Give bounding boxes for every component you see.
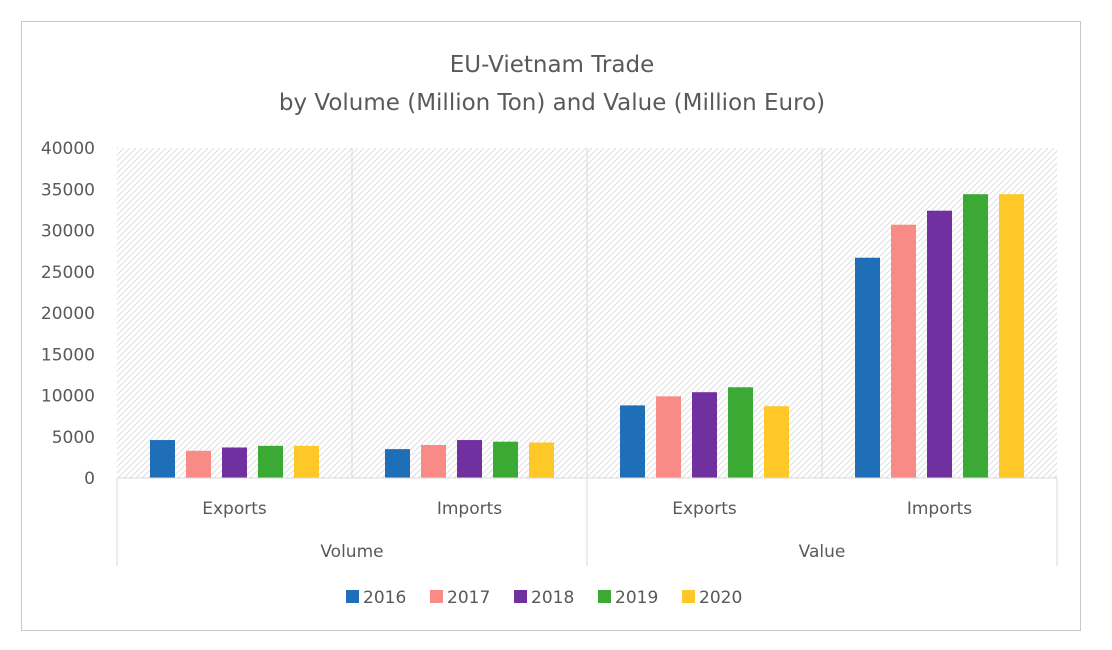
bar-2018-exports-0 [222, 447, 247, 478]
bar-2017-exports-0 [186, 450, 211, 478]
y-tick-label: 35000 [41, 180, 95, 200]
legend-swatch-2019 [598, 590, 611, 603]
chart-title-line-1: EU-Vietnam Trade [450, 52, 654, 78]
x-group-label: Value [799, 542, 846, 562]
legend-swatch-2017 [430, 590, 443, 603]
bar-2020-exports-2 [764, 406, 789, 478]
legend-swatch-2016 [346, 590, 359, 603]
legend-label: 2019 [615, 588, 658, 608]
bar-2017-imports-1 [421, 445, 446, 478]
chart-svg: EU-Vietnam Trade by Volume (Million Ton)… [41, 52, 1058, 608]
bar-2020-imports-3 [999, 194, 1024, 478]
legend-swatch-2020 [682, 590, 695, 603]
bar-2019-imports-3 [963, 194, 988, 478]
y-tick-label: 25000 [41, 263, 95, 283]
bar-2016-imports-1 [385, 449, 410, 478]
y-tick-label: 5000 [52, 428, 95, 448]
legend: 2016 2017 2018 2019 2020 [346, 588, 742, 608]
y-tick-label: 20000 [41, 304, 95, 324]
y-tick-label: 10000 [41, 387, 95, 407]
y-tick-label: 30000 [41, 222, 95, 242]
chart-title-line-2: by Volume (Million Ton) and Value (Milli… [279, 90, 825, 116]
bar-2016-exports-2 [620, 405, 645, 478]
bar-2020-exports-0 [294, 445, 319, 478]
legend-label: 2016 [363, 588, 406, 608]
bar-2019-exports-0 [258, 445, 283, 478]
x-axis: Exports Imports Exports Imports Volume Value [116, 477, 1058, 566]
legend-swatch-2018 [514, 590, 527, 603]
bar-2019-imports-1 [493, 441, 518, 478]
bar-2016-exports-0 [150, 440, 175, 478]
bar-2019-exports-2 [728, 387, 753, 478]
bar-series [150, 194, 1024, 478]
bar-2017-imports-3 [891, 224, 916, 478]
x-category-label: Exports [672, 499, 737, 519]
legend-label: 2017 [447, 588, 490, 608]
legend-label: 2018 [531, 588, 574, 608]
category-separators [351, 148, 823, 478]
chart-frame: EU-Vietnam Trade by Volume (Million Ton)… [21, 21, 1081, 631]
x-group-label: Volume [320, 542, 383, 562]
y-tick-label: 0 [84, 469, 95, 489]
bar-2020-imports-1 [529, 442, 554, 478]
x-category-label: Imports [437, 499, 502, 519]
y-tick-label: 40000 [41, 139, 95, 159]
bar-2016-imports-3 [855, 257, 880, 478]
bar-2018-imports-1 [457, 440, 482, 478]
x-category-label: Imports [907, 499, 972, 519]
x-category-label: Exports [202, 499, 267, 519]
bar-2017-exports-2 [656, 396, 681, 478]
chart-title: EU-Vietnam Trade by Volume (Million Ton)… [279, 52, 825, 116]
legend-label: 2020 [699, 588, 742, 608]
y-tick-label: 15000 [41, 345, 95, 365]
y-axis: 40000 35000 30000 25000 20000 15000 10000 5000 0 [41, 139, 95, 489]
bar-2018-exports-2 [692, 392, 717, 478]
bar-2018-imports-3 [927, 210, 952, 478]
